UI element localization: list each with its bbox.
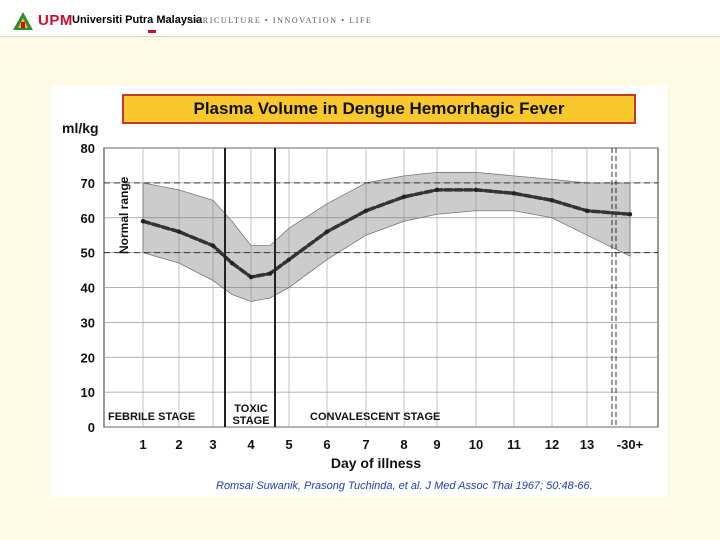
upm-logo-icon — [13, 12, 33, 30]
header-accent — [148, 30, 156, 33]
y-tick-label: 70 — [81, 176, 95, 191]
x-tick-label: 5 — [285, 437, 292, 452]
data-point — [549, 198, 555, 203]
y-tick-label: 80 — [81, 141, 95, 156]
y-tick-label: 60 — [81, 211, 95, 226]
university-tagline: AGRICULTURE • INNOVATION • LIFE — [188, 16, 373, 25]
normal-band-layer — [142, 172, 631, 302]
brand-mark: UPM — [38, 12, 73, 29]
y-axis-label: ml/kg — [62, 120, 99, 136]
data-point — [511, 191, 517, 196]
x-tick-label: 9 — [433, 437, 440, 452]
x-tick-label: 10 — [469, 437, 483, 452]
x-tick-label: 3 — [209, 437, 216, 452]
variation-band — [142, 172, 631, 302]
chart-grid — [103, 147, 659, 428]
stage-label-febrile: FEBRILE STAGE — [108, 411, 195, 423]
data-point — [140, 219, 146, 224]
y-tick-label: 50 — [81, 246, 95, 261]
mean-plasma-volume-line — [141, 188, 632, 279]
data-point — [176, 229, 182, 234]
x-tick-label: 6 — [323, 437, 330, 452]
axis-layer — [104, 148, 658, 427]
data-point — [363, 208, 369, 213]
y-tick-label: 0 — [88, 420, 95, 435]
x-tick-label: 8 — [400, 437, 407, 452]
y-tick-label: 30 — [81, 315, 95, 330]
x-tick-label: 4 — [247, 437, 255, 452]
x-tick-label: 12 — [545, 437, 559, 452]
data-point — [286, 257, 292, 262]
data-point — [473, 187, 479, 193]
x-tick-label: 11 — [507, 437, 521, 452]
data-point — [401, 194, 407, 200]
data-point — [324, 229, 330, 234]
data-point — [229, 260, 235, 266]
x-tick-label: 7 — [362, 437, 369, 452]
y-tick-label: 20 — [81, 350, 95, 365]
stage-label-toxic-2: STAGE — [232, 415, 269, 427]
data-point — [627, 212, 633, 217]
series-layer — [140, 187, 633, 280]
data-point — [248, 274, 254, 280]
stage-label-toxic: TOXIC — [234, 403, 267, 415]
data-point — [210, 243, 216, 248]
source-citation: Romsai Suwanik, Prasong Tuchinda, et al.… — [216, 480, 593, 492]
normal-range-label: Normal range — [117, 176, 131, 254]
x-tick-label: -30+ — [617, 437, 644, 452]
x-axis-label: Day of illness — [331, 455, 421, 471]
university-name: Universiti Putra Malaysia — [72, 14, 203, 26]
data-point — [434, 187, 440, 193]
y-tick-label: 40 — [81, 281, 95, 296]
chart-title: Plasma Volume in Dengue Hemorrhagic Feve… — [122, 94, 636, 124]
x-tick-label: 13 — [580, 437, 594, 452]
x-tick-label: 1 — [139, 437, 146, 452]
stage-label-convalescent: CONVALESCENT STAGE — [310, 411, 440, 423]
data-point — [584, 208, 590, 213]
data-point — [267, 271, 273, 276]
y-tick-label: 10 — [81, 385, 95, 400]
slide-header: UPM Universiti Putra Malaysia AGRICULTUR… — [0, 0, 720, 37]
x-tick-label: 2 — [175, 437, 182, 452]
